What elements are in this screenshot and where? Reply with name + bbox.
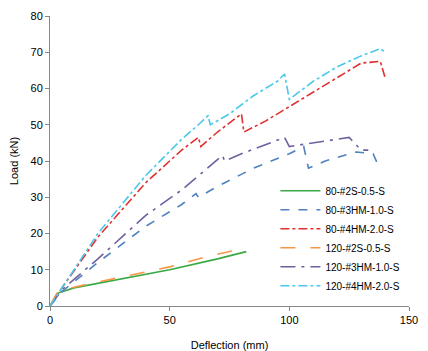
svg-text:50: 50 [31,119,43,131]
svg-text:120-#2S-0.5-S: 120-#2S-0.5-S [325,243,390,254]
svg-text:70: 70 [31,46,43,58]
svg-text:0: 0 [47,314,53,326]
svg-text:50: 50 [164,314,176,326]
svg-text:30: 30 [31,191,43,203]
svg-text:0: 0 [37,300,43,312]
svg-text:40: 40 [31,155,43,167]
svg-text:80: 80 [31,10,43,22]
svg-text:150: 150 [400,314,418,326]
svg-text:Load (kN): Load (kN) [8,137,20,185]
svg-text:Deflection (mm): Deflection (mm) [191,339,269,351]
svg-text:60: 60 [31,82,43,94]
svg-text:80-#3HM-1.0-S: 80-#3HM-1.0-S [325,205,394,216]
svg-text:80-#4HM-2.0-S: 80-#4HM-2.0-S [325,224,394,235]
svg-text:20: 20 [31,227,43,239]
svg-text:100: 100 [280,314,298,326]
svg-text:10: 10 [31,264,43,276]
svg-text:120-#4HM-2.0-S: 120-#4HM-2.0-S [325,281,399,292]
svg-text:120-#3HM-1.0-S: 120-#3HM-1.0-S [325,262,399,273]
svg-text:80-#2S-0.5-S: 80-#2S-0.5-S [325,186,385,197]
